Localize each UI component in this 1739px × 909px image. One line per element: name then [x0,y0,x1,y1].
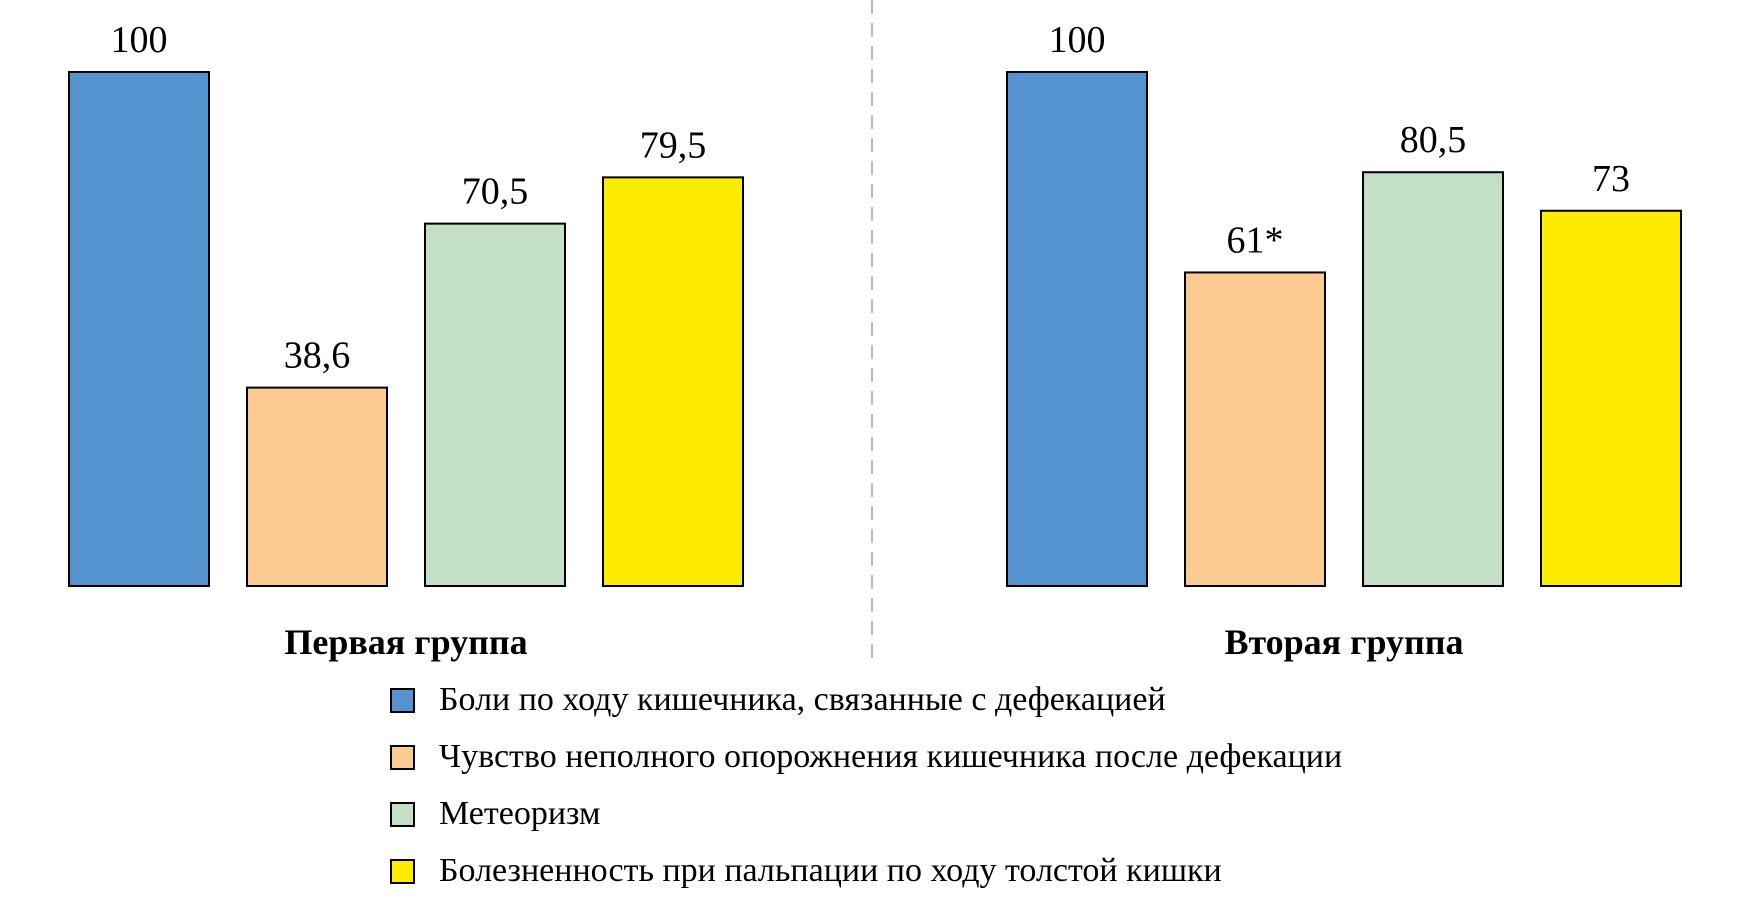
bars-layer: 100 38,6 70,5 79,5 Первая группа 100 61* 80,5 73… [68,19,1682,662]
bar-group-2-palpation-tenderness [1540,209,1682,587]
legend-swatch-palpation-tenderness [390,858,415,884]
legend-swatch-meteorism [390,801,415,827]
data-label-group-1-pain: 100 [111,19,168,61]
bar-group-2-meteorism [1362,171,1504,587]
bar-group-1-incomplete-evacuation [246,386,388,588]
legend-item-meteorism: Метеоризм [390,794,1342,834]
data-label-group-2-palpation-tenderness: 73 [1592,158,1630,200]
data-label-group-1-palpation-tenderness: 79,5 [640,124,707,166]
legend-label-palpation-tenderness: Болезненность при пальпации по ходу толс… [439,852,1222,889]
bar-group-1-pain [68,71,210,587]
legend: Боли по ходу кишечника, связанные с дефе… [390,680,1342,908]
legend-item-palpation-tenderness: Болезненность при пальпации по ходу толс… [390,851,1342,891]
data-label-group-1-meteorism: 70,5 [462,171,529,213]
group-label-2: Вторая группа [1224,622,1463,662]
bar-group-2-incomplete-evacuation [1184,271,1326,587]
bar-group-2-pain [1006,71,1148,587]
group-label-1: Первая группа [284,622,527,662]
data-label-group-2-incomplete-evacuation: 61* [1227,219,1284,261]
legend-label-meteorism: Метеоризм [439,795,601,832]
data-label-group-2-pain: 100 [1049,19,1106,61]
legend-item-incomplete-evacuation: Чувство неполного опорожнения кишечника … [390,737,1342,777]
legend-swatch-incomplete-evacuation [390,744,415,770]
bar-group-1-palpation-tenderness [602,176,744,587]
legend-label-pain: Боли по ходу кишечника, связанные с дефе… [439,681,1166,718]
data-label-group-1-incomplete-evacuation: 38,6 [284,335,351,377]
legend-swatch-pain [390,687,415,713]
legend-item-pain: Боли по ходу кишечника, связанные с дефе… [390,680,1342,720]
data-label-group-2-meteorism: 80,5 [1400,119,1467,161]
legend-label-incomplete-evacuation: Чувство неполного опорожнения кишечника … [439,738,1343,775]
bar-group-1-meteorism [424,222,566,587]
